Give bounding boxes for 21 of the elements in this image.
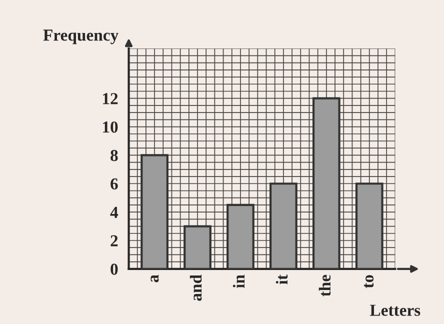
y-tick-label: 12 [103,93,118,104]
bar [355,182,384,269]
x-tick-label: to [364,275,374,288]
x-axis-title: Letters [370,304,420,316]
x-tick-label: in [232,274,244,288]
x-tick-label: a [150,274,159,282]
bar [140,154,168,269]
y-tick-label: 8 [110,150,118,162]
y-tick-label: 0 [110,264,118,275]
bar [270,182,298,269]
y-tick-label: 4 [110,206,118,218]
y-tick-label: 2 [110,235,118,246]
bar [184,225,212,269]
x-tick-label: and [190,274,202,301]
bar [312,97,340,269]
y-tick-label: 10 [103,121,118,133]
y-tick-label: 6 [110,178,118,190]
x-tick-label: it [276,274,288,284]
y-axis-title: Frequency [43,30,118,44]
x-tick-label: the [318,274,331,296]
bar [226,204,254,269]
